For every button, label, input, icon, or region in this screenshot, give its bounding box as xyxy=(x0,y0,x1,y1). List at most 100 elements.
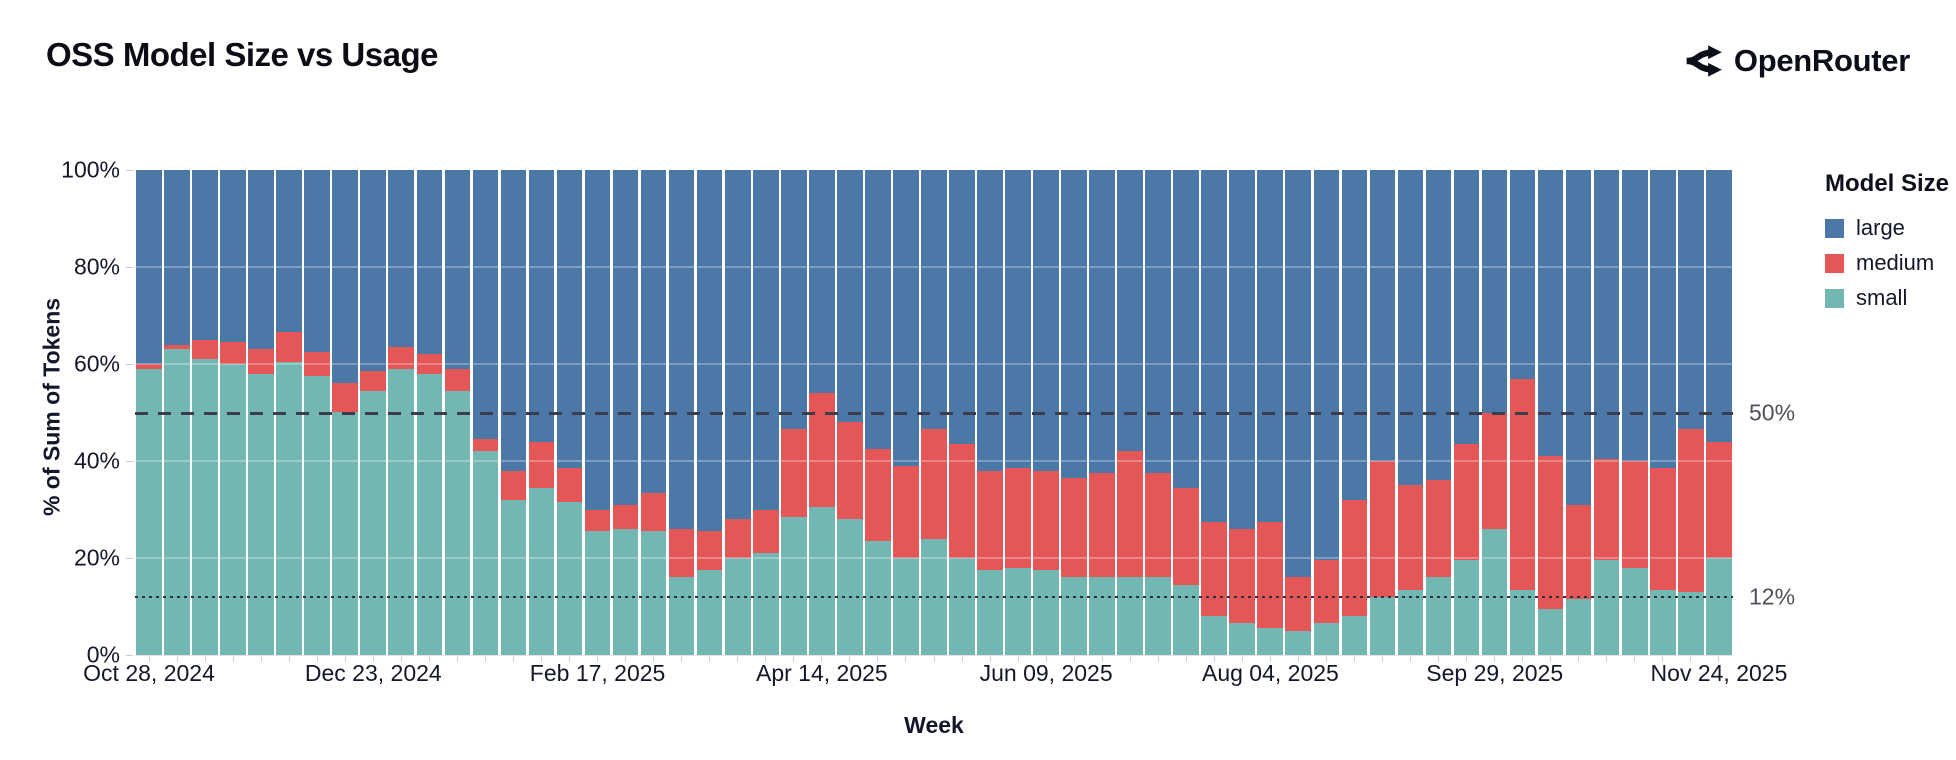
medium-segment xyxy=(724,519,751,558)
bar[interactable] xyxy=(1060,170,1088,655)
medium-segment xyxy=(1621,461,1648,568)
bar[interactable] xyxy=(303,170,331,655)
small-segment xyxy=(1257,628,1284,655)
bar[interactable] xyxy=(163,170,191,655)
bar[interactable] xyxy=(696,170,724,655)
bar[interactable] xyxy=(275,170,303,655)
bar[interactable] xyxy=(780,170,808,655)
bar[interactable] xyxy=(892,170,920,655)
bar[interactable] xyxy=(471,170,499,655)
large-segment xyxy=(1705,170,1732,442)
bar[interactable] xyxy=(359,170,387,655)
bar[interactable] xyxy=(1481,170,1509,655)
bar[interactable] xyxy=(1424,170,1452,655)
medium-segment xyxy=(584,509,611,532)
large-segment xyxy=(192,170,218,340)
y-tick-mark xyxy=(126,558,133,559)
large-segment xyxy=(1285,170,1312,578)
x-tick-mark xyxy=(1578,656,1580,662)
x-tick-mark xyxy=(176,656,178,662)
x-tick-mark xyxy=(1438,656,1440,662)
medium-segment xyxy=(1509,378,1536,590)
bar[interactable] xyxy=(920,170,948,655)
x-tick-mark xyxy=(1297,656,1299,662)
bar[interactable] xyxy=(1228,170,1256,655)
x-tick-mark xyxy=(512,656,514,662)
bar[interactable] xyxy=(1593,170,1621,655)
bar[interactable] xyxy=(443,170,471,655)
x-tick-mark xyxy=(1129,656,1131,662)
bar[interactable] xyxy=(724,170,752,655)
bar[interactable] xyxy=(1284,170,1312,655)
bar[interactable] xyxy=(1032,170,1060,655)
bar[interactable] xyxy=(1705,170,1733,655)
x-tick-mark xyxy=(1662,656,1664,662)
bar[interactable] xyxy=(331,170,359,655)
bar[interactable] xyxy=(247,170,275,655)
bar[interactable] xyxy=(1649,170,1677,655)
large-segment xyxy=(1369,170,1396,461)
bar[interactable] xyxy=(1256,170,1284,655)
bar[interactable] xyxy=(976,170,1004,655)
y-tick-mark xyxy=(126,364,133,365)
medium-segment xyxy=(136,364,162,369)
bar[interactable] xyxy=(1172,170,1200,655)
bar[interactable] xyxy=(191,170,219,655)
medium-swatch-icon xyxy=(1825,253,1844,273)
medium-segment xyxy=(248,349,274,374)
small-segment xyxy=(1509,589,1536,655)
bar[interactable] xyxy=(1677,170,1705,655)
bar[interactable] xyxy=(555,170,583,655)
bar[interactable] xyxy=(1537,170,1565,655)
bar[interactable] xyxy=(808,170,836,655)
x-tick-mark xyxy=(428,656,430,662)
bar[interactable] xyxy=(1200,170,1228,655)
legend-title: Model Size xyxy=(1825,170,1950,197)
y-tick-mark xyxy=(126,267,133,268)
bar[interactable] xyxy=(1312,170,1340,655)
large-segment xyxy=(1089,170,1115,474)
bar[interactable] xyxy=(836,170,864,655)
small-segment xyxy=(780,516,807,655)
bar[interactable] xyxy=(499,170,527,655)
small-segment xyxy=(1481,528,1508,655)
small-segment xyxy=(612,528,639,655)
bar[interactable] xyxy=(1396,170,1424,655)
bar[interactable] xyxy=(135,170,163,655)
bar[interactable] xyxy=(1116,170,1144,655)
bar[interactable] xyxy=(1565,170,1593,655)
bar[interactable] xyxy=(864,170,892,655)
bar[interactable] xyxy=(668,170,696,655)
small-segment xyxy=(696,570,723,655)
medium-segment xyxy=(220,342,246,364)
bar[interactable] xyxy=(1088,170,1116,655)
bar[interactable] xyxy=(612,170,640,655)
bar[interactable] xyxy=(1368,170,1396,655)
bar[interactable] xyxy=(584,170,612,655)
bar[interactable] xyxy=(415,170,443,655)
medium-segment xyxy=(500,470,527,500)
medium-segment xyxy=(1397,485,1424,590)
bar[interactable] xyxy=(219,170,247,655)
bar[interactable] xyxy=(1340,170,1368,655)
bar[interactable] xyxy=(752,170,780,655)
medium-segment xyxy=(1453,444,1480,561)
x-tick-mark xyxy=(821,656,823,662)
bar[interactable] xyxy=(1621,170,1649,655)
bar[interactable] xyxy=(387,170,415,655)
bar[interactable] xyxy=(1144,170,1172,655)
bar[interactable] xyxy=(527,170,555,655)
small-segment xyxy=(220,363,246,655)
bar[interactable] xyxy=(948,170,976,655)
bar[interactable] xyxy=(1452,170,1480,655)
small-segment xyxy=(1565,599,1592,655)
bar[interactable] xyxy=(1004,170,1032,655)
x-tick-mark xyxy=(1213,656,1215,662)
large-segment xyxy=(696,170,723,532)
bar[interactable] xyxy=(640,170,668,655)
x-tick-label: Feb 17, 2025 xyxy=(529,660,666,686)
bar[interactable] xyxy=(1509,170,1537,655)
x-tick-mark xyxy=(1354,656,1356,662)
large-segment xyxy=(1397,170,1424,486)
small-segment xyxy=(1033,570,1059,655)
